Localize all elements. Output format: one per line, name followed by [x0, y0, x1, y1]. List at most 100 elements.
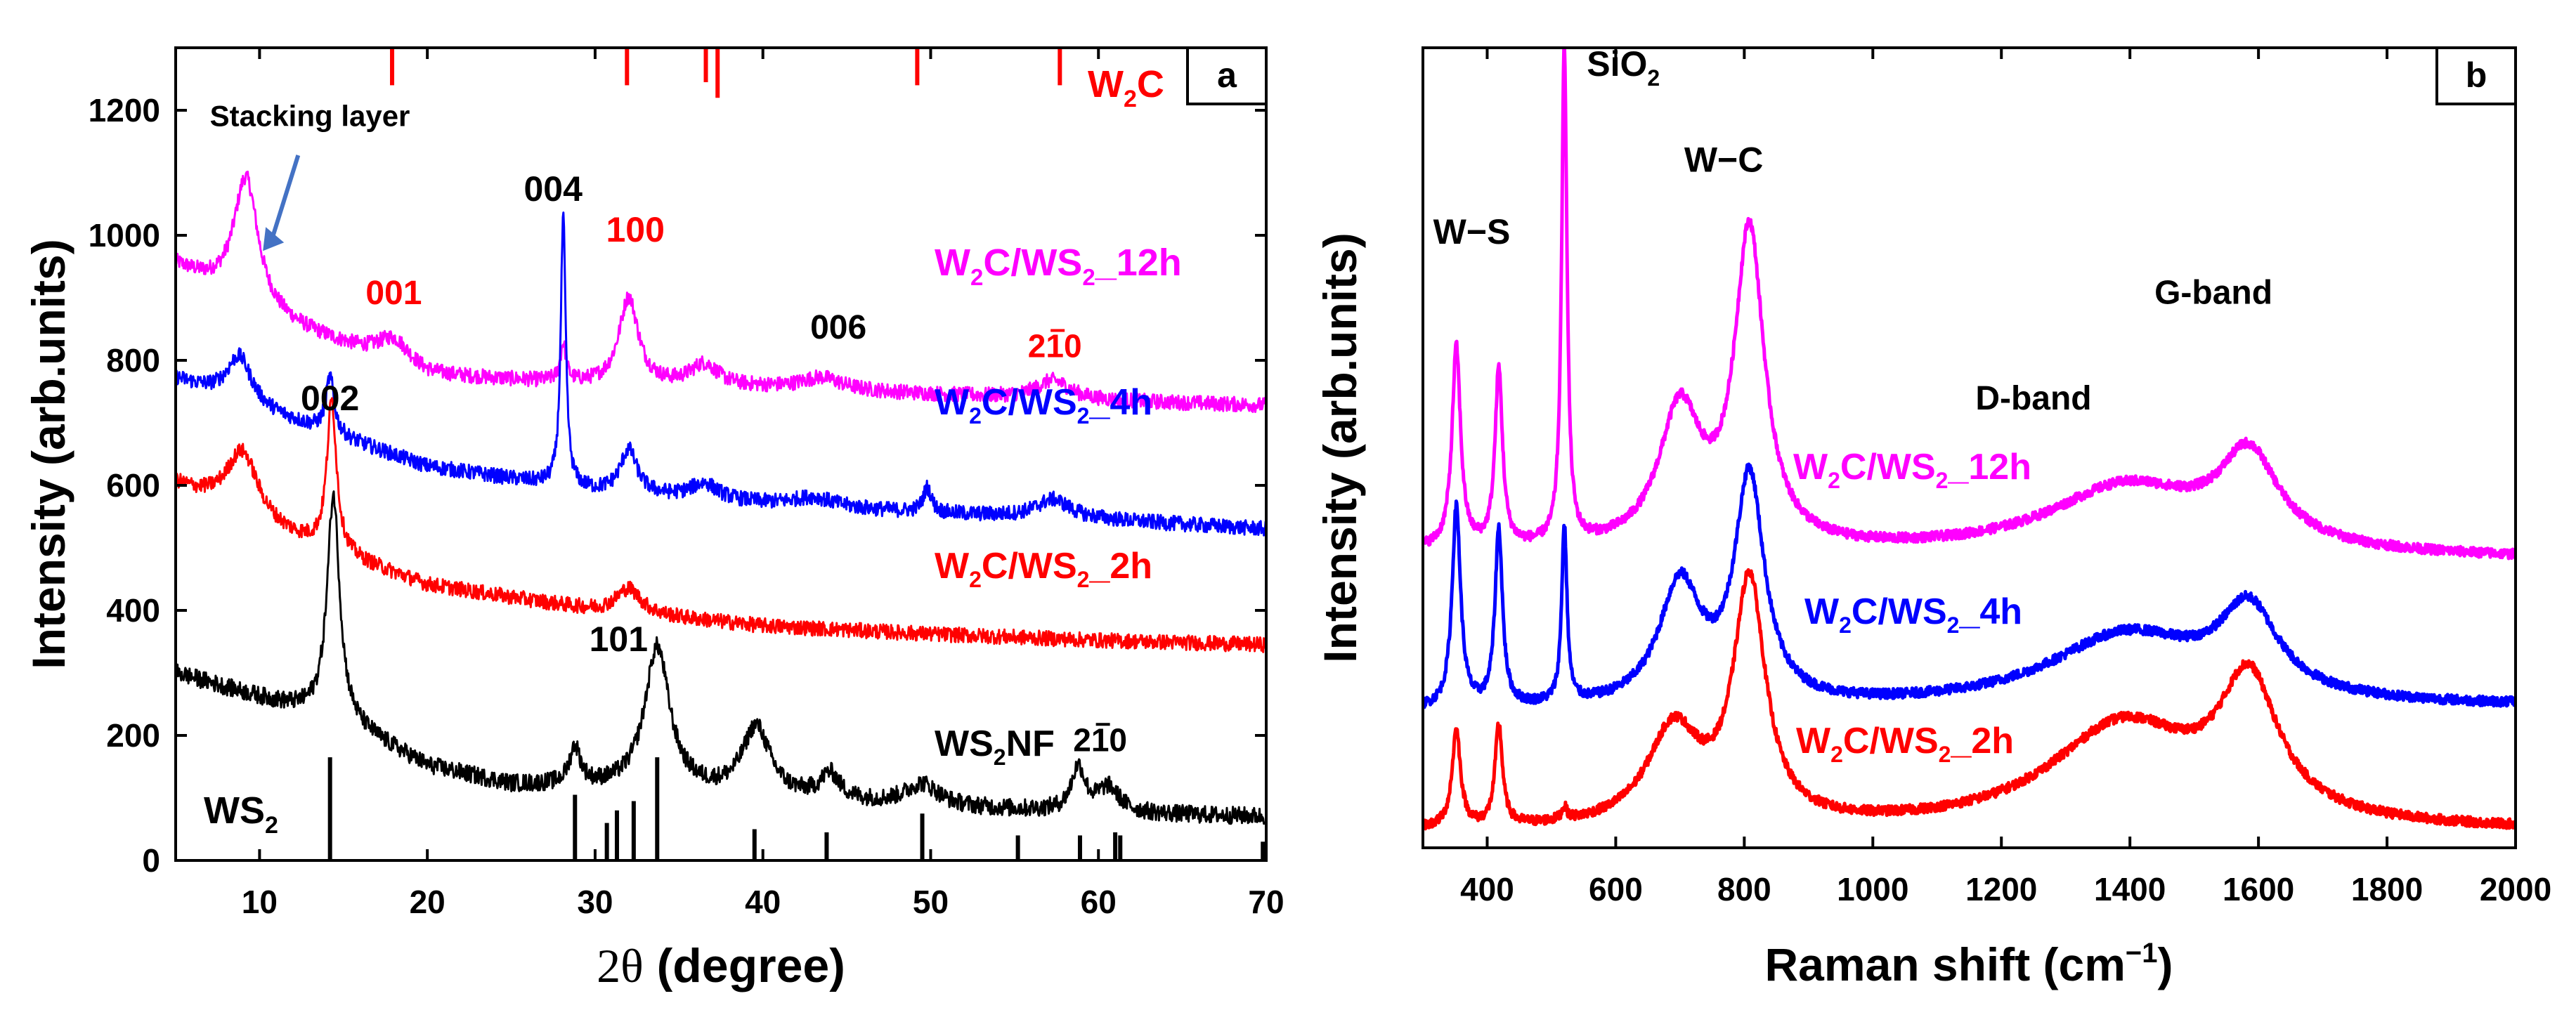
x-axis-sup: −1	[2126, 938, 2158, 969]
reference-label-ws2: WS2	[204, 790, 278, 839]
label-sub: 2	[1647, 65, 1660, 91]
label-sub: 2	[1947, 612, 1960, 638]
band-annotation: D-band	[1975, 380, 2091, 417]
label-part: C/WS	[983, 242, 1082, 284]
label-sub: 2	[1828, 468, 1840, 493]
label-part: _12h	[1095, 242, 1182, 284]
panel-label-box	[2435, 46, 2517, 105]
x-tick-label: 1600	[2223, 871, 2294, 908]
label-part: WS	[935, 723, 994, 764]
label-part: _4h	[1088, 382, 1152, 423]
x-tick-label: 10	[242, 884, 278, 920]
peak-annotation: 001	[365, 275, 422, 312]
label-part: C/WS	[982, 546, 1077, 587]
label-part: C/WS	[1852, 591, 1947, 632]
miller-index-annotation: 210	[1028, 328, 1082, 365]
y-tick-label: 400	[106, 592, 160, 629]
x-tick-label: 30	[577, 884, 613, 920]
x-tick-label: 20	[410, 884, 445, 920]
x-axis-label: Raman shift (cm−1)	[1764, 938, 2173, 990]
label-sub: 2	[265, 812, 278, 839]
label-sub: 2	[1839, 612, 1852, 638]
x-axis-label: 2θ (degree)	[597, 939, 845, 992]
x-tick-label: 1000	[1837, 871, 1908, 908]
band-annotation: W−C	[1684, 140, 1764, 180]
plot-frame	[174, 46, 1268, 862]
y-axis-label: Intensity (arb.units)	[22, 239, 74, 669]
label-part: W	[935, 382, 970, 423]
peak-annotation: 006	[810, 309, 866, 346]
label-part: C	[1137, 63, 1164, 105]
label-part: C/WS	[1840, 447, 1936, 487]
series-line-W2C/WS2_2h	[1423, 568, 2516, 831]
label-part: _12h	[1947, 447, 2031, 487]
label-part: W	[1796, 721, 1831, 761]
x-tick-label: 1200	[1965, 871, 2037, 908]
series-line-W2C/WS2_12h	[176, 170, 1266, 413]
miller-k: 1	[1091, 721, 1110, 758]
x-axis-symbol: 2θ	[597, 939, 644, 992]
x-tick-label: 1400	[2094, 871, 2166, 908]
x-tick-label: 70	[1248, 884, 1284, 920]
series-label-WS2NF: WS2NF	[935, 723, 1055, 770]
label-part: C/WS	[1843, 721, 1939, 761]
label-sub: 2	[1124, 86, 1137, 112]
x-tick-label: 400	[1460, 871, 1514, 908]
series-label-W2C/WS2_4h: W2C/WS2_4h	[935, 382, 1152, 428]
x-tick-label: 60	[1081, 884, 1117, 920]
panel-a: 10 20 30 40 50 60 70020040060080010001200aInte…	[22, 46, 1284, 992]
x-tick-label: 2000	[2480, 871, 2551, 908]
series-label-W2C/WS2_2h: W2C/WS2_2h	[935, 546, 1152, 592]
x-tick-label: 800	[1717, 871, 1771, 908]
x-tick-label: 1800	[2351, 871, 2423, 908]
band-annotation: W−S	[1433, 212, 1511, 251]
stacking-layer-arrowhead	[263, 227, 285, 251]
plot-area	[1423, 48, 2516, 831]
series-line-W2C/WS2_4h	[176, 211, 1266, 537]
label-sub: 2	[1830, 742, 1843, 767]
label-sub: 2	[1082, 264, 1095, 290]
miller-l: 0	[1109, 721, 1127, 758]
series-line-W2C/WS2_12h	[1423, 48, 2516, 561]
x-axis-unit: (degree)	[644, 939, 845, 992]
label-sub: 2	[1939, 742, 1951, 767]
stacking-layer-arrow	[269, 155, 301, 242]
label-sub: 2	[970, 264, 983, 290]
label-part: W	[935, 242, 970, 284]
label-part: SiO	[1587, 44, 1647, 84]
label-sub: 2	[1077, 567, 1090, 592]
series-label-W2C/WS2_12h: W2C/WS2_12h	[1793, 447, 2031, 493]
series-label-W2C/WS2_2h: W2C/WS2_2h	[1796, 721, 2014, 767]
y-tick-label: 800	[106, 342, 160, 379]
series-label-W2C/WS2_12h: W2C/WS2_12h	[935, 242, 1182, 290]
y-tick-label: 1200	[89, 92, 160, 129]
panel-label-box	[1186, 46, 1268, 105]
label-part: C/WS	[982, 382, 1077, 423]
label-part: W	[1804, 591, 1840, 632]
y-axis-label: Intensity (arb.units)	[1314, 232, 1366, 662]
band-annotation: G-band	[2154, 274, 2272, 311]
plot-area	[176, 170, 1266, 825]
reference-label-w2c: W2C	[1088, 63, 1164, 112]
y-tick-label: 1000	[89, 217, 160, 254]
x-axis-tail: )	[2158, 938, 2173, 990]
plot-frame	[1422, 46, 2517, 849]
label-part: WS	[204, 790, 265, 832]
miller-l: 0	[1064, 328, 1082, 365]
sio2-annotation: SiO2	[1587, 44, 1660, 91]
series-label-W2C/WS2_4h: W2C/WS2_4h	[1804, 591, 2022, 638]
peak-annotation: 100	[606, 210, 665, 249]
peak-annotation: 101	[590, 620, 648, 659]
x-tick-label: 50	[913, 884, 949, 920]
panel-label: a	[1217, 55, 1237, 95]
label-sub: 2	[969, 567, 982, 592]
label-part: NF	[1006, 723, 1055, 764]
label-sub: 2	[994, 745, 1006, 770]
y-tick-label: 600	[106, 467, 160, 504]
panel-label: b	[2466, 55, 2487, 95]
miller-h: 2	[1028, 328, 1046, 365]
label-part: W	[1088, 63, 1124, 105]
miller-h: 2	[1073, 721, 1091, 758]
miller-k: 1	[1046, 328, 1064, 365]
